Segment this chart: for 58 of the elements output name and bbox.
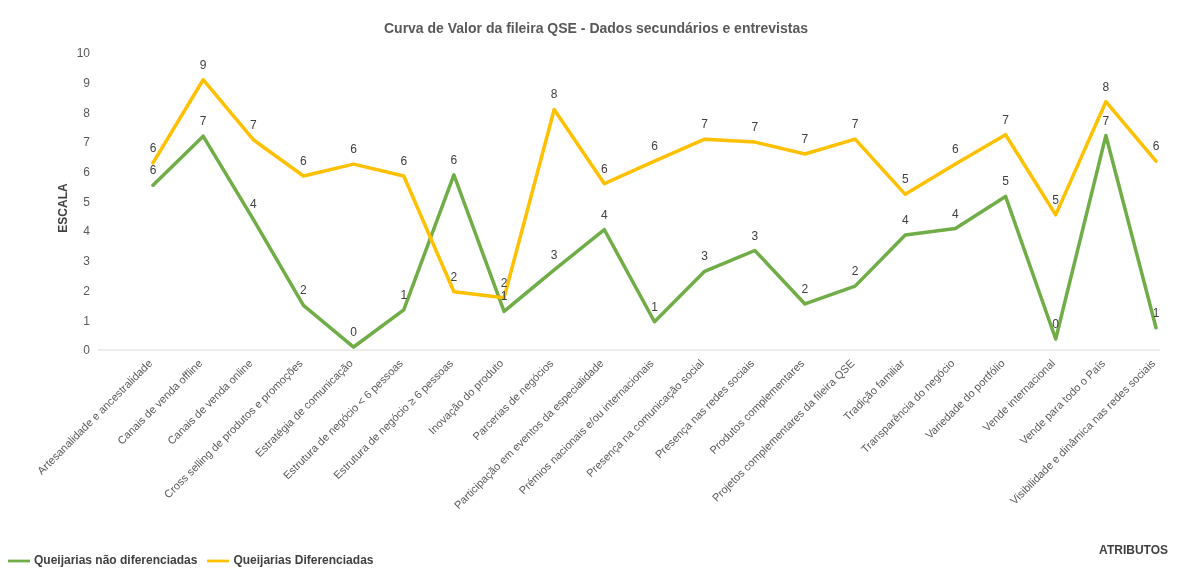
data-label: 3 <box>751 228 759 243</box>
data-label: 6 <box>350 142 358 157</box>
data-label: 1 <box>400 287 408 302</box>
data-label: 6 <box>149 163 157 178</box>
data-label: 4 <box>601 207 609 222</box>
data-label: 7 <box>1002 112 1010 127</box>
y-tick-label: 4 <box>83 224 91 239</box>
data-label: 7 <box>851 117 859 132</box>
data-label: 6 <box>1152 139 1160 154</box>
y-tick-label: 6 <box>83 165 91 180</box>
y-tick-label: 3 <box>83 254 91 269</box>
legend-label: Queijarias Diferenciadas <box>233 553 374 568</box>
data-label: 3 <box>701 249 709 264</box>
data-label: 6 <box>149 140 157 155</box>
data-label: 6 <box>400 153 408 168</box>
x-axis-title: ATRIBUTOS <box>1099 543 1168 557</box>
data-label: 6 <box>300 153 308 168</box>
data-label: 2 <box>851 264 859 279</box>
y-tick-label: 7 <box>83 135 91 150</box>
data-label: 0 <box>350 325 358 340</box>
chart-title: Curva de Valor da fileira QSE - Dados secundários e entrevistas <box>382 20 810 36</box>
data-label: 1 <box>1152 305 1160 320</box>
data-label: 2 <box>300 283 308 298</box>
data-label: 9 <box>199 57 207 72</box>
data-label: 5 <box>1052 192 1060 207</box>
data-label: 8 <box>1102 79 1110 94</box>
data-label: 6 <box>450 152 458 167</box>
y-tick-label: 1 <box>83 313 91 328</box>
data-label: 5 <box>1002 174 1010 189</box>
y-tick-label: 8 <box>83 105 91 120</box>
data-label: 6 <box>601 161 609 176</box>
data-label: 6 <box>651 139 659 154</box>
data-label: 2 <box>500 275 508 290</box>
data-label: 2 <box>801 281 809 296</box>
data-label: 6 <box>952 142 960 157</box>
data-label: 1 <box>651 299 659 314</box>
data-label: 4 <box>249 197 257 212</box>
data-label: 2 <box>450 269 458 284</box>
data-label: 4 <box>952 206 960 221</box>
y-tick-label: 10 <box>76 46 91 61</box>
data-label: 4 <box>901 213 909 228</box>
y-tick-label: 5 <box>83 194 91 209</box>
data-label: 7 <box>701 117 709 132</box>
data-label: 7 <box>1102 113 1110 128</box>
data-label: 7 <box>199 114 207 129</box>
y-tick-label: 2 <box>83 283 91 298</box>
data-label: 7 <box>751 120 759 135</box>
data-label: 5 <box>901 172 909 187</box>
y-axis-title: ESCALA <box>56 183 70 233</box>
legend-label: Queijarias não diferenciadas <box>34 553 198 568</box>
data-label: 7 <box>249 117 257 132</box>
data-label: 8 <box>550 87 558 102</box>
y-tick-label: 0 <box>83 343 91 358</box>
line-series <box>151 133 1158 349</box>
y-tick-label: 9 <box>83 75 91 90</box>
data-label: 3 <box>550 247 558 262</box>
data-label: 7 <box>801 131 809 146</box>
line-series <box>151 77 1158 300</box>
